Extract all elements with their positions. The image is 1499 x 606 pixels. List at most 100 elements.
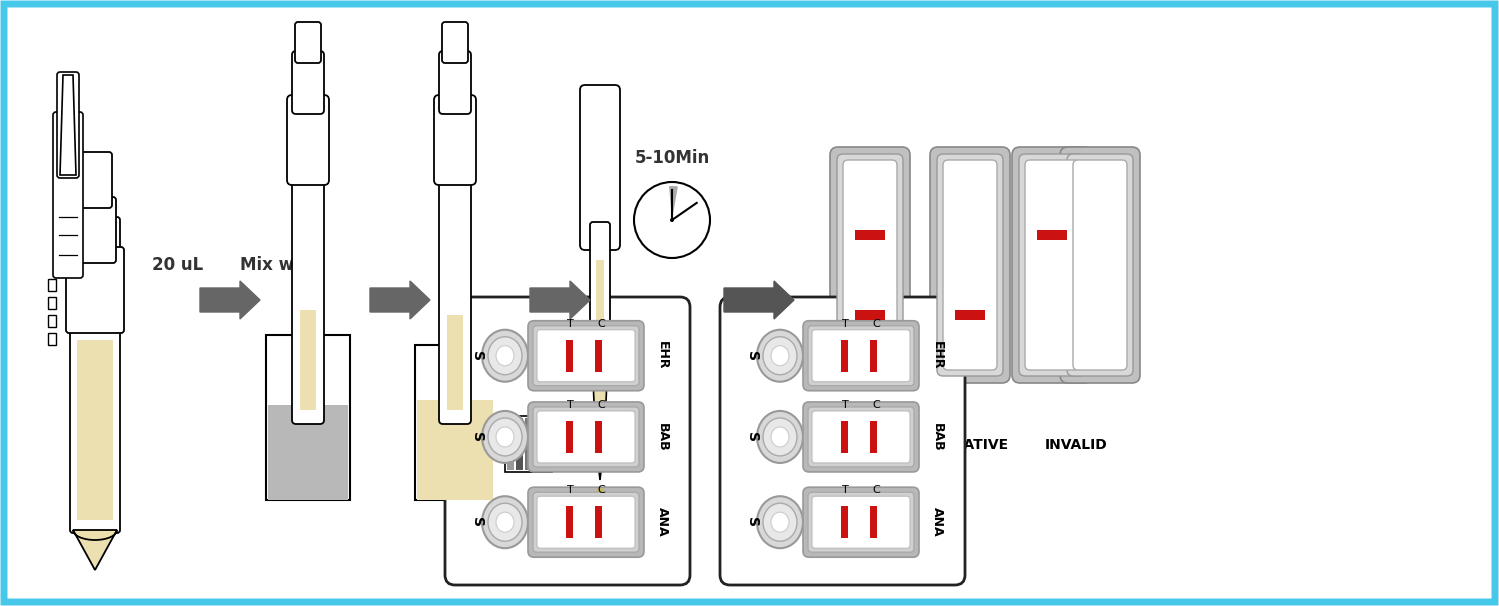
FancyBboxPatch shape <box>720 297 965 585</box>
Polygon shape <box>73 530 117 570</box>
Text: EHR: EHR <box>655 341 669 370</box>
Text: NEGATIVE: NEGATIVE <box>931 438 1009 452</box>
Ellipse shape <box>483 496 528 548</box>
Ellipse shape <box>483 411 528 463</box>
Polygon shape <box>60 75 76 175</box>
FancyBboxPatch shape <box>803 321 919 391</box>
FancyBboxPatch shape <box>943 160 997 370</box>
FancyBboxPatch shape <box>537 411 636 463</box>
FancyBboxPatch shape <box>442 22 468 63</box>
FancyArrow shape <box>199 281 259 319</box>
FancyBboxPatch shape <box>580 85 621 250</box>
Text: C: C <box>872 400 880 410</box>
Text: C: C <box>872 485 880 495</box>
Text: INVALID: INVALID <box>1045 438 1108 452</box>
Ellipse shape <box>770 427 788 447</box>
Ellipse shape <box>770 346 788 366</box>
Bar <box>841 421 848 453</box>
Ellipse shape <box>763 418 797 456</box>
Ellipse shape <box>757 411 803 463</box>
FancyBboxPatch shape <box>528 487 645 557</box>
FancyBboxPatch shape <box>836 154 902 376</box>
Bar <box>48 315 55 327</box>
Text: 5-10Min: 5-10Min <box>634 149 709 167</box>
Bar <box>854 310 884 320</box>
FancyBboxPatch shape <box>808 326 914 386</box>
Text: EHR: EHR <box>931 341 943 370</box>
FancyBboxPatch shape <box>534 326 639 386</box>
Bar <box>48 279 55 291</box>
Text: S: S <box>745 351 758 361</box>
Bar <box>447 315 463 410</box>
Text: POSITIVE: POSITIVE <box>833 438 905 452</box>
Text: T: T <box>567 319 574 328</box>
Bar <box>265 335 349 500</box>
FancyBboxPatch shape <box>812 411 910 463</box>
FancyBboxPatch shape <box>1012 147 1091 383</box>
Bar <box>543 418 550 470</box>
Bar <box>595 506 603 538</box>
Text: Mix well: Mix well <box>240 256 316 274</box>
Bar <box>516 418 523 470</box>
Text: BAB: BAB <box>931 422 943 451</box>
Bar <box>841 506 848 538</box>
Bar <box>565 506 573 538</box>
Bar <box>417 400 493 500</box>
FancyBboxPatch shape <box>439 51 471 114</box>
Wedge shape <box>669 186 678 220</box>
FancyBboxPatch shape <box>1060 147 1141 383</box>
FancyBboxPatch shape <box>445 297 690 585</box>
FancyBboxPatch shape <box>70 217 120 533</box>
Bar <box>268 405 348 500</box>
Bar <box>597 260 604 360</box>
Text: S: S <box>471 517 484 527</box>
Bar <box>76 340 112 520</box>
FancyBboxPatch shape <box>534 407 639 467</box>
Text: C: C <box>598 485 606 495</box>
Bar <box>48 333 55 345</box>
FancyBboxPatch shape <box>66 247 124 333</box>
Bar <box>871 421 877 453</box>
FancyArrow shape <box>531 281 591 319</box>
Bar <box>955 310 985 320</box>
Bar <box>415 345 495 500</box>
Ellipse shape <box>770 512 788 532</box>
FancyBboxPatch shape <box>57 72 79 178</box>
Ellipse shape <box>489 418 522 456</box>
Text: S: S <box>471 351 484 361</box>
Bar <box>300 310 316 410</box>
Bar <box>507 418 514 470</box>
Text: C: C <box>598 400 606 410</box>
Text: T: T <box>842 485 848 495</box>
FancyBboxPatch shape <box>537 330 636 382</box>
Polygon shape <box>594 380 607 445</box>
Text: S: S <box>745 517 758 527</box>
FancyArrow shape <box>724 281 794 319</box>
Ellipse shape <box>489 337 522 375</box>
FancyBboxPatch shape <box>1067 154 1133 376</box>
Ellipse shape <box>763 503 797 541</box>
Ellipse shape <box>489 503 522 541</box>
Circle shape <box>670 218 675 222</box>
FancyBboxPatch shape <box>929 147 1010 383</box>
Ellipse shape <box>496 512 514 532</box>
FancyBboxPatch shape <box>830 147 910 383</box>
Text: T: T <box>842 400 848 410</box>
Bar <box>841 340 848 371</box>
FancyBboxPatch shape <box>812 496 910 548</box>
FancyBboxPatch shape <box>842 160 896 370</box>
Text: ANA: ANA <box>655 507 669 537</box>
FancyBboxPatch shape <box>292 106 324 424</box>
Text: S: S <box>745 432 758 442</box>
FancyArrow shape <box>370 281 430 319</box>
FancyBboxPatch shape <box>537 496 636 548</box>
Bar <box>565 421 573 453</box>
Bar <box>534 418 541 470</box>
FancyBboxPatch shape <box>803 402 919 472</box>
Ellipse shape <box>595 488 604 502</box>
Bar <box>854 230 884 240</box>
FancyBboxPatch shape <box>534 492 639 552</box>
Ellipse shape <box>496 346 514 366</box>
Text: S: S <box>471 432 484 442</box>
FancyBboxPatch shape <box>439 111 471 424</box>
